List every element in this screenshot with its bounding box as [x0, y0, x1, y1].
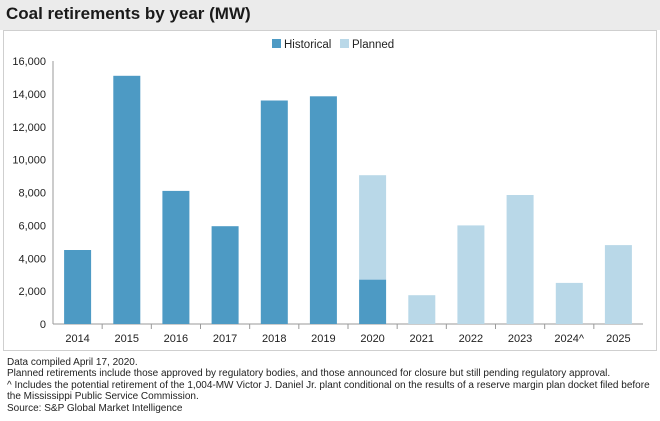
bar-planned-2023: [506, 195, 534, 324]
bar-planned-2024: [555, 282, 583, 324]
note-source: Source: S&P Global Market Intelligence: [7, 402, 183, 414]
bar-historical-2020: [359, 279, 387, 324]
x-tick-label: 2014: [65, 333, 89, 345]
y-tick-label: 8,000: [18, 188, 46, 200]
x-tick-label: 2021: [410, 333, 434, 345]
bar-historical-2015: [113, 75, 141, 324]
legend-swatch-historical: [272, 39, 281, 48]
x-tick-label: 2024^: [554, 333, 584, 345]
bar-historical-2014: [64, 250, 92, 324]
y-tick-label: 14,000: [12, 89, 46, 101]
y-tick-label: 0: [40, 319, 46, 331]
x-tick-label: 2025: [606, 333, 630, 345]
bar-planned-2025: [604, 245, 632, 324]
bar-historical-2018: [260, 100, 288, 324]
legend-label-historical: Historical: [284, 39, 331, 51]
bar-historical-2019: [309, 96, 337, 324]
x-tick-label: 2017: [213, 333, 237, 345]
coal-retirements-chart: Historical Planned 0 2,000 4,000 6,000 8,000 10…: [12, 39, 643, 345]
legend-label-planned: Planned: [352, 39, 394, 51]
note-data-compiled: Data compiled April 17, 2020.: [7, 357, 138, 368]
x-tick-label: 2023: [508, 333, 532, 345]
y-tick-label: 2,000: [18, 286, 46, 298]
bar-planned-2021: [408, 295, 436, 324]
note-caret: ^ Includes the potential retirement of t…: [7, 379, 653, 403]
footnotes: Data compiled April 17, 2020. Planned re…: [7, 357, 657, 414]
bar-historical-2017: [211, 226, 239, 324]
y-tick-label: 10,000: [12, 155, 46, 167]
y-tick-label: 16,000: [12, 56, 46, 68]
y-tick-label: 12,000: [12, 122, 46, 134]
x-tick-label: 2018: [262, 333, 286, 345]
x-tick-label: 2022: [459, 333, 483, 345]
bar-historical-2016: [162, 190, 190, 324]
x-tick-label: 2015: [115, 333, 139, 345]
chart-title: Coal retirements by year (MW): [6, 4, 251, 23]
x-tick-label: 2020: [360, 333, 384, 345]
plot-frame: [3, 30, 657, 351]
x-tick-label: 2019: [311, 333, 335, 345]
y-tick-label: 4,000: [18, 253, 46, 265]
bar-planned-2022: [457, 225, 485, 324]
y-tick-label: 6,000: [18, 220, 46, 232]
title-bar: Coal retirements by year (MW): [0, 0, 660, 30]
bar-planned-2020: [359, 175, 387, 280]
x-tick-label: 2016: [164, 333, 188, 345]
note-planned-definition: Planned retirements include those approv…: [7, 368, 611, 380]
legend-swatch-planned: [340, 39, 349, 48]
